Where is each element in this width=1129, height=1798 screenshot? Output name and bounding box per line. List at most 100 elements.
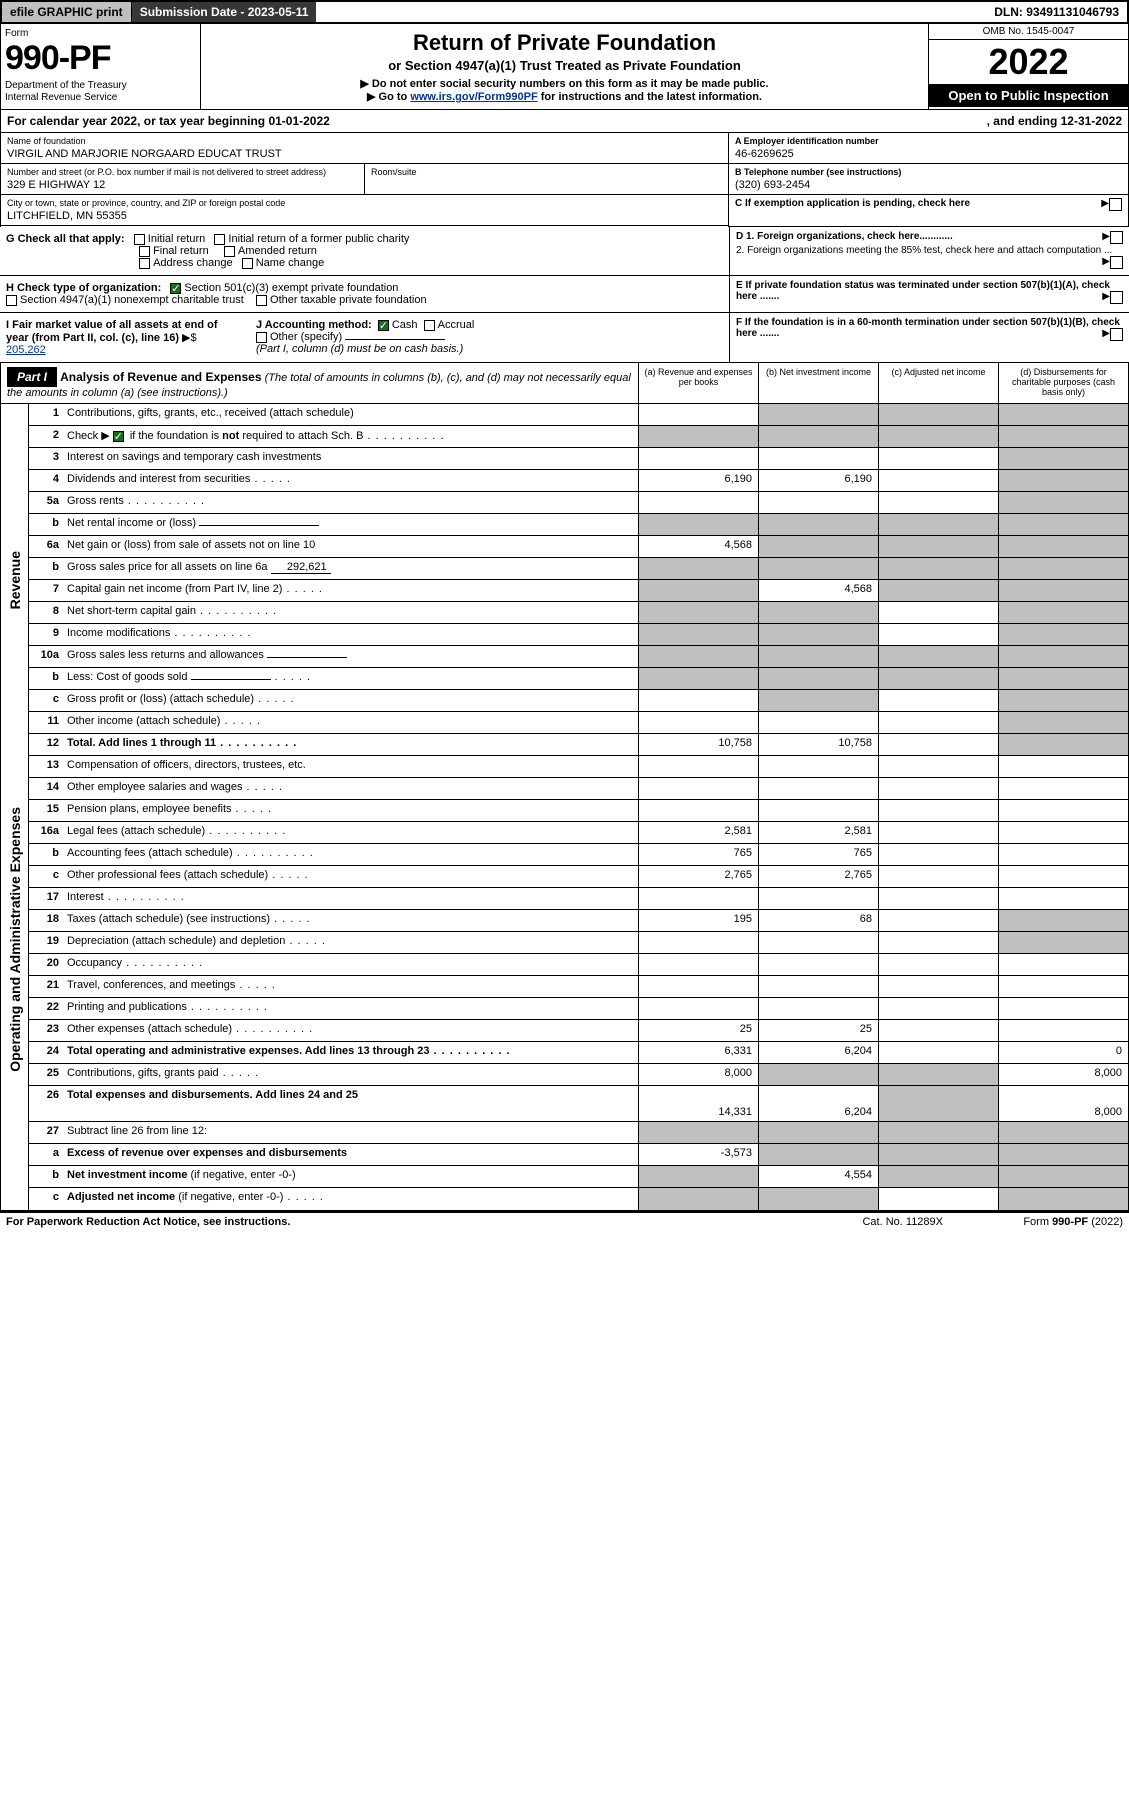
efile-print-button[interactable]: efile GRAPHIC print: [2, 2, 132, 22]
room-label: Room/suite: [371, 167, 722, 177]
revenue-section: Revenue 1Contributions, gifts, grants, e…: [0, 404, 1129, 756]
part1-header-row: Part I Analysis of Revenue and Expenses …: [0, 363, 1129, 404]
c-label: C If exemption application is pending, c…: [735, 198, 970, 209]
ein: 46-6269625: [735, 148, 1122, 160]
i-value[interactable]: 205,262: [6, 344, 46, 356]
g-check-row: G Check all that apply: Initial return I…: [0, 227, 1129, 276]
line-26: Total expenses and disbursements. Add li…: [63, 1086, 638, 1121]
line-2-checkbox[interactable]: [113, 431, 124, 442]
col-d-header: (d) Disbursements for charitable purpose…: [998, 363, 1128, 403]
foundation-info: Name of foundation VIRGIL AND MARJORIE N…: [0, 133, 1129, 227]
line-5a: Gross rents: [63, 492, 638, 513]
omb-number: OMB No. 1545-0047: [929, 24, 1128, 40]
name-change-checkbox[interactable]: [242, 258, 253, 269]
address: 329 E HIGHWAY 12: [7, 179, 358, 191]
h-501c3-checkbox[interactable]: [170, 283, 181, 294]
line-14: Other employee salaries and wages: [63, 778, 638, 799]
initial-return-checkbox[interactable]: [134, 234, 145, 245]
form-label: Form: [5, 28, 196, 39]
line-16a: Legal fees (attach schedule): [63, 822, 638, 843]
amended-return-checkbox[interactable]: [224, 246, 235, 257]
calendar-year-row: For calendar year 2022, or tax year begi…: [0, 110, 1129, 133]
expenses-section: Operating and Administrative Expenses 13…: [0, 756, 1129, 1122]
h-label: H Check type of organization:: [6, 282, 161, 294]
form-subtitle: or Section 4947(a)(1) Trust Treated as P…: [207, 58, 922, 73]
footer-right: Form 990-PF (2022): [943, 1216, 1123, 1228]
tax-year: 2022: [929, 40, 1128, 84]
j-accrual-checkbox[interactable]: [424, 320, 435, 331]
line-7: Capital gain net income (from Part IV, l…: [63, 580, 638, 601]
col-a-header: (a) Revenue and expenses per books: [638, 363, 758, 403]
d2-checkbox[interactable]: [1110, 256, 1123, 269]
addr-label: Number and street (or P.O. box number if…: [7, 167, 358, 177]
j-label: J Accounting method:: [256, 319, 372, 331]
j-cash-checkbox[interactable]: [378, 320, 389, 331]
line-27-section: 27Subtract line 26 from line 12: aExcess…: [0, 1122, 1129, 1212]
line-10c: Gross profit or (loss) (attach schedule): [63, 690, 638, 711]
e-label: E If private foundation status was termi…: [736, 280, 1110, 302]
address-change-checkbox[interactable]: [139, 258, 150, 269]
line-23: Other expenses (attach schedule): [63, 1020, 638, 1041]
line-10a: Gross sales less returns and allowances: [63, 646, 638, 667]
f-label: F If the foundation is in a 60-month ter…: [736, 317, 1120, 339]
city-state-zip: LITCHFIELD, MN 55355: [7, 210, 722, 222]
e-checkbox[interactable]: [1110, 291, 1123, 304]
form-note1: ▶ Do not enter social security numbers o…: [207, 77, 922, 90]
phone: (320) 693-2454: [735, 179, 1122, 191]
line-19: Depreciation (attach schedule) and deple…: [63, 932, 638, 953]
c-checkbox[interactable]: [1109, 198, 1122, 211]
line-6b: Gross sales price for all assets on line…: [63, 558, 638, 579]
footer-left: For Paperwork Reduction Act Notice, see …: [6, 1216, 862, 1228]
g-label: G Check all that apply:: [6, 233, 125, 245]
dept-treasury: Department of the Treasury Internal Reve…: [5, 80, 196, 104]
dln: DLN: 93491131046793: [986, 2, 1127, 22]
f-checkbox[interactable]: [1110, 328, 1123, 341]
h-check-row: H Check type of organization: Section 50…: [0, 276, 1129, 313]
line-15: Pension plans, employee benefits: [63, 800, 638, 821]
line-11: Other income (attach schedule): [63, 712, 638, 733]
top-bar: efile GRAPHIC print Submission Date - 20…: [0, 0, 1129, 24]
h-4947-checkbox[interactable]: [6, 295, 17, 306]
part1-label: Part I: [7, 367, 57, 387]
form990pf-link[interactable]: www.irs.gov/Form990PF: [410, 91, 537, 103]
revenue-label: Revenue: [7, 551, 23, 609]
i-label: I Fair market value of all assets at end…: [6, 319, 218, 344]
name-label: Name of foundation: [7, 136, 722, 146]
line-13: Compensation of officers, directors, tru…: [63, 756, 638, 777]
line-27a: Excess of revenue over expenses and disb…: [63, 1144, 638, 1165]
h-other-checkbox[interactable]: [256, 295, 267, 306]
form-title: Return of Private Foundation: [207, 30, 922, 56]
form-note2: ▶ Go to www.irs.gov/Form990PF for instru…: [207, 90, 922, 103]
col-b-header: (b) Net investment income: [758, 363, 878, 403]
line-27c: Adjusted net income (if negative, enter …: [63, 1188, 638, 1210]
line-10b: Less: Cost of goods sold: [63, 668, 638, 689]
col-c-header: (c) Adjusted net income: [878, 363, 998, 403]
form-header: Form 990-PF Department of the Treasury I…: [0, 24, 1129, 110]
ij-row: I Fair market value of all assets at end…: [0, 313, 1129, 363]
line-22: Printing and publications: [63, 998, 638, 1019]
j-note: (Part I, column (d) must be on cash basi…: [256, 343, 463, 355]
open-to-public: Open to Public Inspection: [929, 84, 1128, 107]
line-2: Check ▶ if the foundation is not require…: [63, 426, 638, 447]
line-5b: Net rental income or (loss): [63, 514, 638, 535]
part1-title: Analysis of Revenue and Expenses: [60, 370, 261, 384]
line-1: Contributions, gifts, grants, etc., rece…: [63, 404, 638, 425]
submission-date: Submission Date - 2023-05-11: [132, 2, 317, 22]
line-3: Interest on savings and temporary cash i…: [63, 448, 638, 469]
initial-return-former-checkbox[interactable]: [214, 234, 225, 245]
phone-label: B Telephone number (see instructions): [735, 167, 1122, 177]
line-18: Taxes (attach schedule) (see instruction…: [63, 910, 638, 931]
j-other-checkbox[interactable]: [256, 332, 267, 343]
form-number: 990-PF: [5, 39, 196, 78]
line-20: Occupancy: [63, 954, 638, 975]
line-12: Total. Add lines 1 through 11: [63, 734, 638, 755]
line-21: Travel, conferences, and meetings: [63, 976, 638, 997]
line-25: Contributions, gifts, grants paid: [63, 1064, 638, 1085]
city-label: City or town, state or province, country…: [7, 198, 722, 208]
line-6a: Net gain or (loss) from sale of assets n…: [63, 536, 638, 557]
expenses-label: Operating and Administrative Expenses: [7, 807, 23, 1072]
d1-checkbox[interactable]: [1110, 231, 1123, 244]
line-17: Interest: [63, 888, 638, 909]
final-return-checkbox[interactable]: [139, 246, 150, 257]
line-16c: Other professional fees (attach schedule…: [63, 866, 638, 887]
